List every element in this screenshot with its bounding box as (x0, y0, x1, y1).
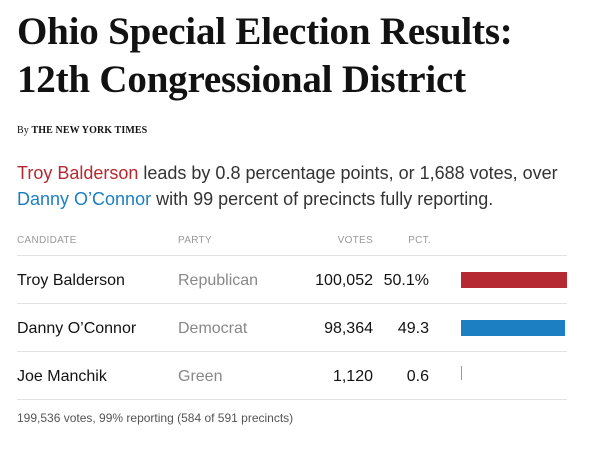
results-article: Ohio Special Election Results: 12th Cong… (17, 0, 567, 425)
table-row: Joe Manchik Green 1,120 0.6 (17, 352, 567, 400)
candidate-pct: 49.3 (397, 320, 429, 337)
summary-text-2: with 99 percent of precincts fully repor… (151, 189, 494, 209)
candidate-votes: 100,052 (315, 272, 373, 289)
candidate-pct: 50.1% (383, 272, 429, 289)
vote-share-bar (461, 366, 462, 380)
page-title: Ohio Special Election Results: 12th Cong… (17, 0, 567, 104)
table-header-row: CANDIDATE PARTY VOTES PCT. (17, 231, 567, 256)
summary-opponent-name: Danny O’Connor (17, 189, 152, 209)
byline-publisher: THE NEW YORK TIMES (31, 125, 148, 136)
vote-share-bar (461, 272, 567, 288)
candidate-name: Joe Manchik (17, 368, 107, 385)
results-table: CANDIDATE PARTY VOTES PCT. Troy Balderso… (17, 231, 567, 400)
reporting-status: 199,536 votes, 99% reporting (584 of 591… (17, 411, 294, 425)
vote-share-bar-track (461, 320, 567, 336)
results-summary: Troy Balderson leads by 0.8 percentage p… (17, 160, 567, 212)
candidate-votes: 1,120 (332, 368, 373, 385)
candidate-pct: 0.6 (406, 368, 429, 385)
candidate-name: Danny O’Connor (17, 320, 137, 337)
header-pct: PCT. (408, 235, 431, 246)
candidate-party: Republican (178, 272, 259, 289)
header-candidate: CANDIDATE (17, 235, 77, 246)
vote-share-bar-track (461, 272, 567, 288)
header-votes: VOTES (337, 235, 373, 246)
byline: By THE NEW YORK TIMES (17, 125, 567, 136)
summary-leader-name: Troy Balderson (17, 163, 139, 183)
table-row: Danny O’Connor Democrat 98,364 49.3 (17, 304, 567, 352)
vote-share-bar-track (461, 366, 567, 384)
byline-prefix: By (17, 125, 29, 136)
headline-line-2: 12th Congressional District (17, 58, 466, 101)
candidate-votes: 98,364 (324, 320, 373, 337)
candidate-party: Green (178, 368, 223, 385)
summary-text-1: leads by 0.8 percentage points, or 1,688… (138, 163, 558, 183)
candidate-name: Troy Balderson (17, 272, 125, 289)
candidate-party: Democrat (178, 320, 248, 337)
vote-share-bar (461, 320, 565, 336)
headline-line-1: Ohio Special Election Results: (17, 10, 513, 53)
table-row: Troy Balderson Republican 100,052 50.1% (17, 256, 567, 304)
header-party: PARTY (178, 235, 212, 246)
